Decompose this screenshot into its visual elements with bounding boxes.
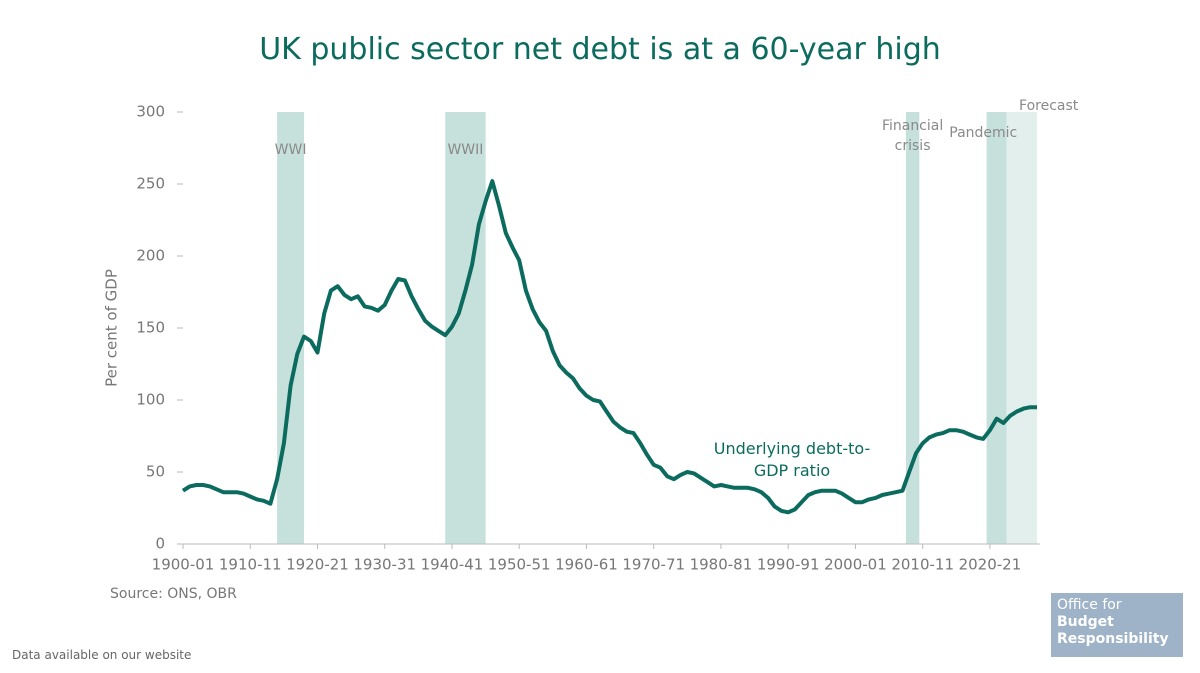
y-tick-label: 200 (136, 247, 165, 265)
shaded-period (1006, 112, 1037, 544)
y-tick-label: 50 (146, 463, 165, 481)
y-tick-label: 100 (136, 391, 165, 409)
y-axis-label: Per cent of GDP (103, 269, 121, 387)
logo: Office for Budget Responsibility (1051, 593, 1183, 657)
x-tick-label: 1990-91 (757, 556, 820, 574)
x-tick-label: 2010-11 (891, 556, 954, 574)
y-tick-label: 0 (155, 535, 165, 553)
x-tick-label: 2000-01 (824, 556, 887, 574)
x-tick-label: 1960-61 (555, 556, 618, 574)
x-tick-label: 1950-51 (488, 556, 551, 574)
x-tick-label: 2020-21 (959, 556, 1022, 574)
y-tick-label: 150 (136, 319, 165, 337)
period-label: WWII (447, 142, 484, 158)
source: Source: ONS, OBR (110, 586, 237, 602)
period-label: WWI (274, 142, 307, 158)
y-tick-label: 250 (136, 175, 165, 193)
x-tick-label: 1940-41 (421, 556, 484, 574)
period-label: Pandemic (949, 125, 1018, 141)
x-tick-label: 1910-11 (219, 556, 282, 574)
series-annotation: Underlying debt-to-GDP ratio (713, 439, 871, 480)
x-tick-label: 1900-01 (152, 556, 215, 574)
logo-text: Responsibility (1057, 631, 1169, 647)
x-tick-label: 1920-21 (286, 556, 349, 574)
period-label: Financial crisis (881, 118, 944, 154)
footer: Data available on our website (12, 648, 192, 662)
x-tick-label: 1970-71 (622, 556, 685, 574)
chart-title: UK public sector net debt is at a 60-yea… (259, 32, 941, 67)
shaded-period (986, 112, 1007, 544)
shaded-period (277, 112, 305, 544)
period-label: Forecast (1019, 98, 1079, 114)
shaded-period (905, 112, 920, 544)
logo-text: Budget (1057, 614, 1114, 630)
y-tick-label: 300 (136, 103, 165, 121)
x-tick-label: 1930-31 (353, 556, 416, 574)
x-tick-label: 1980-81 (690, 556, 753, 574)
series-line (181, 179, 1037, 515)
logo-text: Office for (1057, 597, 1122, 613)
